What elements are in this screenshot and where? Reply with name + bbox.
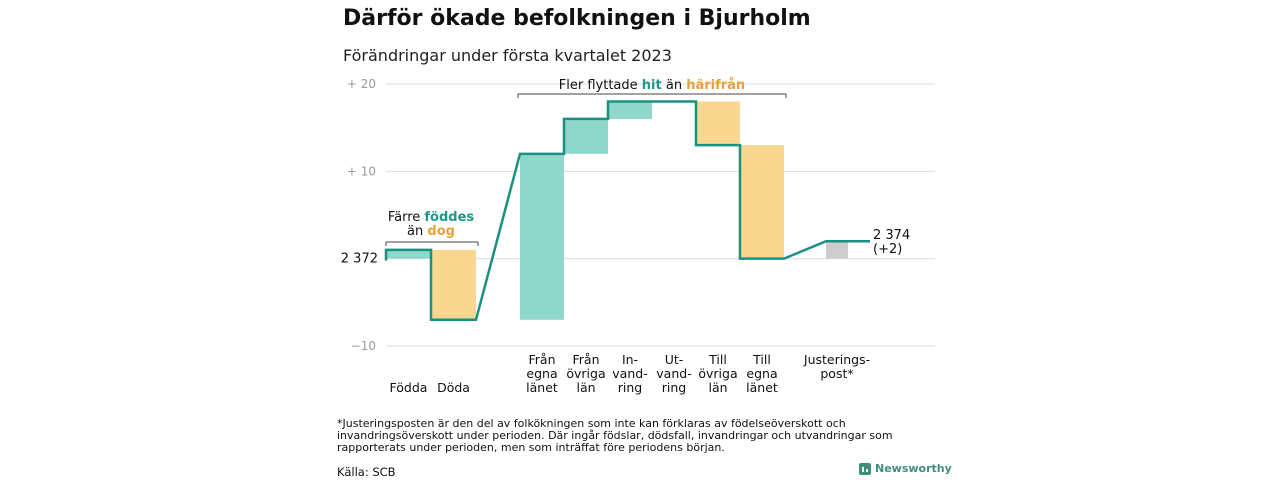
start-value-label: 2 372 — [341, 252, 378, 267]
category-label: vand- — [612, 366, 647, 381]
category-label: Till — [708, 352, 727, 367]
category-label: länet — [526, 380, 558, 395]
category-label: ring — [618, 380, 642, 395]
y-tick-label: + 20 — [347, 77, 376, 91]
migration-annotation: Fler flyttade hit än härifrån — [559, 78, 745, 93]
brand-logo: Newsworthy — [859, 462, 952, 475]
waterfall-bar — [740, 145, 784, 259]
category-label: Från — [572, 352, 599, 367]
end-value-label: 2 374 — [873, 228, 910, 243]
category-label: In- — [622, 352, 638, 367]
category-label: egna — [746, 366, 777, 381]
category-label: Justerings- — [803, 352, 870, 367]
waterfall-bar — [696, 101, 740, 146]
category-label: Till — [752, 352, 771, 367]
waterfall-bar — [520, 153, 564, 320]
chart-title: Därför ökade befolkningen i Bjurholm — [343, 6, 811, 31]
cumulative-line — [384, 100, 870, 322]
category-label: vand- — [656, 366, 691, 381]
waterfall-bar — [608, 101, 652, 119]
category-label: post* — [820, 366, 853, 381]
y-tick-label: −10 — [351, 339, 376, 353]
footnote: *Justeringsposten är den del av folkökni… — [337, 417, 893, 454]
births-annotation-line1: Färre föddes — [388, 210, 475, 225]
source-label: Källa: SCB — [337, 465, 396, 479]
category-label: egna — [526, 366, 557, 381]
category-label: län — [708, 380, 727, 395]
category-label: Ut- — [665, 352, 684, 367]
category-label: övriga — [698, 366, 737, 381]
chart-subtitle: Förändringar under första kvartalet 2023 — [343, 46, 672, 65]
category-label: Födda — [390, 380, 428, 395]
births-annotation-line2: än dog — [407, 224, 455, 239]
category-label: ring — [662, 380, 686, 395]
newsworthy-icon — [859, 462, 871, 475]
category-label: Döda — [437, 380, 470, 395]
category-label: länet — [746, 380, 778, 395]
waterfall-bar — [386, 249, 431, 259]
waterfall-bar — [826, 241, 848, 259]
waterfall-bar — [431, 249, 476, 320]
end-change-label: (+2) — [873, 242, 902, 257]
waterfall-bar — [564, 118, 608, 154]
brand-name: Newsworthy — [875, 462, 952, 475]
y-tick-label: + 10 — [347, 164, 376, 178]
category-label: län — [576, 380, 595, 395]
category-label: Från — [528, 352, 555, 367]
category-label: övriga — [566, 366, 605, 381]
